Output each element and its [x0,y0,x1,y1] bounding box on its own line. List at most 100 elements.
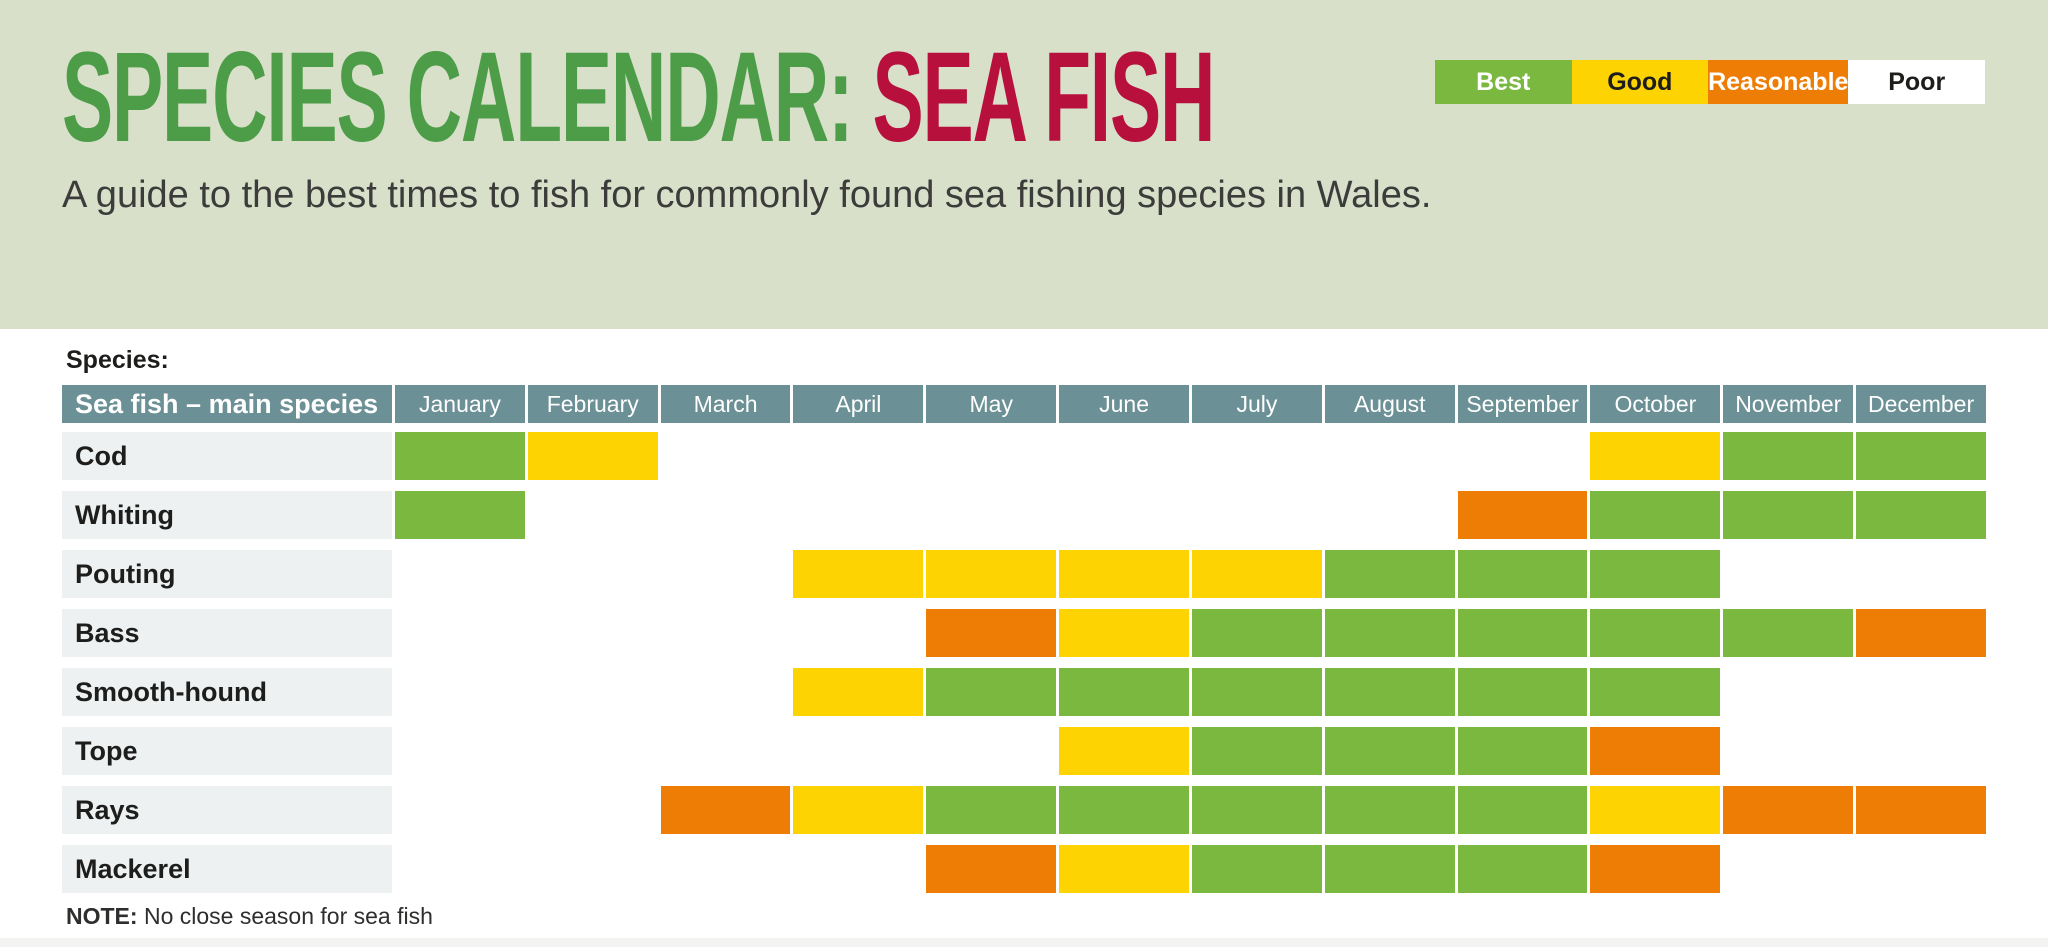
table-row: Mackerel [62,845,1986,893]
rating-cell-best [1856,491,1986,539]
rating-cell-poor [527,550,658,598]
rating-cell-best [1191,668,1322,716]
rating-cell-good [926,550,1057,598]
rating-cell-reasonable [1590,845,1721,893]
month-header-july: July [1191,385,1322,423]
species-label: Cod [62,432,392,480]
note-text: NOTE: No close season for sea fish [66,903,433,930]
page-title-sea-fish: SEA FISH [852,26,1215,169]
month-header-february: February [527,385,658,423]
rating-cell-good [1191,550,1322,598]
rating-cell-poor [527,786,658,834]
rating-cell-best [1590,668,1721,716]
rating-cell-reasonable [926,845,1057,893]
rating-cell-poor [1457,432,1588,480]
rating-cell-reasonable [660,786,791,834]
rating-cell-poor [793,727,924,775]
table-row: Whiting [62,491,1986,539]
species-label: Tope [62,727,392,775]
header-band: SPECIES CALENDAR: SEA FISH A guide to th… [0,0,2048,329]
rating-cell-best [1191,609,1322,657]
rating-cell-poor [793,845,924,893]
rating-cell-poor [1191,491,1322,539]
month-header-november: November [1723,385,1854,423]
legend-item-good: Good [1571,60,1709,104]
month-header-january: January [395,385,525,423]
rating-cell-reasonable [1856,609,1986,657]
note-label: NOTE: [66,903,138,929]
table-rows: Cod Whiting Pouting Bass Smooth-hound To… [62,432,1986,893]
rating-cell-poor [660,432,791,480]
rating-cell-poor [660,845,791,893]
species-section-label: Species: [66,346,169,374]
rating-cell-good [793,786,924,834]
rating-cell-poor [1723,845,1854,893]
rating-cell-poor [660,668,791,716]
rating-cell-poor [660,609,791,657]
rating-cell-best [1457,845,1588,893]
rating-cell-reasonable [1457,491,1588,539]
rating-cell-reasonable [1723,786,1854,834]
rating-cell-poor [926,432,1057,480]
rating-cell-poor [793,491,924,539]
rating-cell-best [1191,845,1322,893]
month-header-april: April [793,385,924,423]
species-label: Bass [62,609,392,657]
table-row: Tope [62,727,1986,775]
species-label: Mackerel [62,845,392,893]
rating-cell-poor [395,550,525,598]
page-title: SPECIES CALENDAR: SEA FISH [62,34,1215,162]
species-calendar-table: Sea fish – main species January February M… [62,385,1986,893]
note-body: No close season for sea fish [137,903,433,929]
rating-cell-poor [395,668,525,716]
rating-cell-poor [1723,668,1854,716]
rating-cell-best [1590,609,1721,657]
next-section-edge [0,938,2048,947]
rating-cell-best [1059,668,1189,716]
rating-cell-best [1457,609,1588,657]
rating-cell-poor [1723,727,1854,775]
month-header-march: March [660,385,791,423]
rating-cell-best [926,668,1057,716]
legend-item-best: Best [1435,60,1572,104]
rating-cell-poor [395,609,525,657]
table-row: Cod [62,432,1986,480]
rating-cell-poor [1856,845,1986,893]
rating-cell-reasonable [1590,727,1721,775]
rating-cell-poor [395,786,525,834]
rating-cell-best [1324,609,1455,657]
rating-cell-poor [527,845,658,893]
rating-cell-poor [1856,550,1986,598]
month-header-may: May [926,385,1057,423]
species-label: Pouting [62,550,392,598]
rating-cell-best [1457,668,1588,716]
rating-cell-best [1723,432,1854,480]
rating-cell-poor [660,491,791,539]
rating-cell-good [1059,727,1189,775]
rating-cell-good [793,550,924,598]
species-label: Rays [62,786,392,834]
rating-cell-poor [527,668,658,716]
table-header-row: Sea fish – main species January February M… [62,385,1986,423]
rating-cell-best [395,491,525,539]
rating-cell-reasonable [1856,786,1986,834]
rating-cell-good [793,668,924,716]
month-header-june: June [1059,385,1189,423]
rating-cell-poor [1324,491,1455,539]
rating-cell-best [1059,786,1189,834]
rating-cell-poor [926,491,1057,539]
rating-cell-poor [527,609,658,657]
rating-cell-poor [1059,491,1189,539]
rating-cell-best [1324,845,1455,893]
month-header-october: October [1590,385,1721,423]
rating-cell-poor [1324,432,1455,480]
rating-cell-good [1059,609,1189,657]
rating-cell-poor [527,491,658,539]
rating-legend: Best Good Reasonable Poor [1435,60,1985,104]
rating-cell-poor [1059,432,1189,480]
month-header-august: August [1324,385,1455,423]
species-label: Smooth-hound [62,668,392,716]
rating-cell-best [1324,668,1455,716]
rating-cell-poor [660,550,791,598]
